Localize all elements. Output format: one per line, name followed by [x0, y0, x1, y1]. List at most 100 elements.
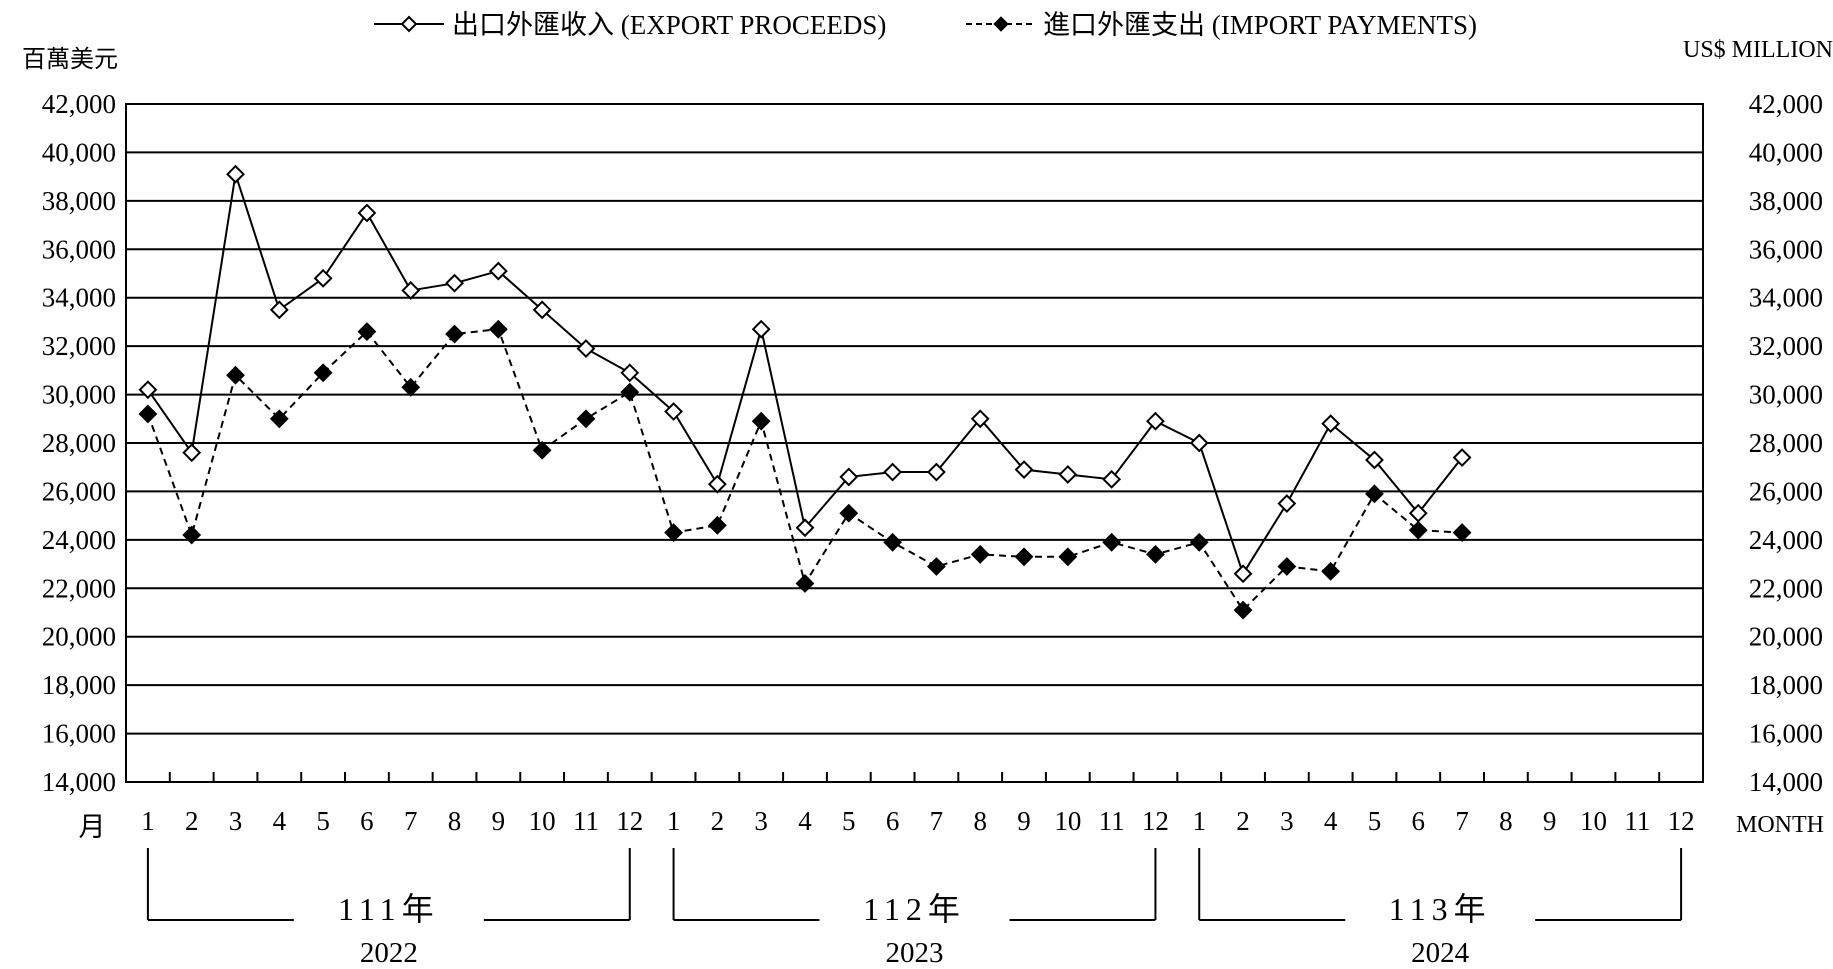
x-tick-label: 1 [1192, 806, 1206, 836]
legend-filled-diamond-icon [993, 16, 1009, 32]
year-label-ad: 2022 [360, 937, 418, 969]
legend-open-diamond-icon [400, 15, 418, 33]
import-point [707, 515, 727, 535]
y-tick-label-left: 32,000 [42, 331, 116, 361]
y-tick-label-right: 36,000 [1749, 234, 1823, 264]
year-label-roc: 113年 [1389, 891, 1492, 927]
x-tick-label: 3 [754, 806, 768, 836]
x-tick-label: 7 [404, 806, 418, 836]
x-tick-label: 11 [1099, 806, 1125, 836]
import-point [182, 525, 202, 545]
y-tick-label-right: 24,000 [1749, 525, 1823, 555]
x-tick-label: 2 [185, 806, 199, 836]
import-point [926, 557, 946, 576]
export-point [1102, 469, 1122, 489]
legend: 出口外匯收入 (EXPORT PROCEEDS) 進口外匯支出 (IMPORT … [374, 10, 1477, 40]
x-tick-label: 9 [1543, 806, 1557, 836]
export-line [147, 173, 1463, 577]
y-tick-label-left: 16,000 [42, 719, 116, 749]
y-tick-label-left: 40,000 [42, 137, 116, 167]
import-point [1146, 544, 1165, 564]
import-line [146, 328, 1463, 612]
x-tick-label: 9 [492, 806, 506, 836]
import-point [1365, 484, 1384, 504]
import-point [751, 411, 771, 431]
x-tick-label: 4 [273, 806, 287, 836]
x-tick-label: 10 [1054, 806, 1081, 836]
y-unit-right: US$ MILLION [1683, 37, 1833, 63]
import-point [620, 382, 640, 402]
legend-item-export: 出口外匯收入 (EXPORT PROCEEDS) [374, 10, 886, 40]
import-point [839, 503, 859, 523]
export-point [926, 462, 946, 482]
y-axis-right: 14,000 16,000 18,000 20,000 22,000 24,000 26,0… [1749, 89, 1823, 797]
x-tick-label: 12 [1668, 806, 1695, 836]
export-point [970, 409, 990, 429]
export-point [1189, 433, 1209, 453]
import-point [795, 574, 815, 593]
x-tick-label: 1 [667, 806, 681, 836]
x-tick-label: 7 [1455, 806, 1469, 836]
export-point [1058, 465, 1078, 484]
export-point [445, 273, 464, 293]
x-axis: 1 2 3 4 5 6 7 8 9 10 11 12 1 2 3 4 5 6 7 8 9 10 11 12 1 2 3 4 5 6 7 8 9 1… [141, 772, 1695, 836]
import-point [532, 440, 552, 460]
x-unit-left: 月 [79, 812, 106, 842]
export-point [532, 300, 552, 320]
export-point [1233, 564, 1253, 584]
y-tick-label-right: 40,000 [1749, 137, 1823, 167]
import-point [970, 544, 990, 564]
export-point [883, 462, 903, 482]
year-label-ad: 2024 [1411, 937, 1470, 969]
y-tick-label-right: 42,000 [1749, 89, 1823, 119]
legend-item-import: 進口外匯支出 (IMPORT PAYMENTS) [966, 10, 1477, 40]
x-tick-label: 3 [229, 806, 243, 836]
import-point [1408, 520, 1428, 540]
x-tick-label: 4 [798, 806, 812, 836]
export-point [1452, 448, 1472, 467]
x-tick-label: 12 [616, 806, 643, 836]
legend-label-import: 進口外匯支出 (IMPORT PAYMENTS) [1043, 10, 1477, 40]
export-point [664, 402, 683, 421]
y-tick-label-left: 38,000 [42, 186, 116, 216]
y-tick-label-right: 28,000 [1749, 428, 1823, 458]
import-point [1189, 532, 1209, 552]
y-tick-label-left: 18,000 [42, 670, 116, 700]
import-point [664, 523, 683, 543]
x-tick-label: 8 [1499, 806, 1513, 836]
x-tick-label: 8 [448, 806, 462, 836]
x-tick-label: 11 [573, 806, 599, 836]
year-label-roc: 111年 [338, 891, 440, 927]
export-point [357, 203, 377, 223]
import-point [1321, 561, 1341, 581]
y-tick-label-left: 42,000 [42, 89, 116, 119]
y-tick-label-left: 26,000 [42, 476, 116, 506]
y-tick-label-right: 30,000 [1749, 380, 1823, 410]
export-point [182, 443, 202, 463]
y-tick-label-right: 16,000 [1749, 719, 1823, 749]
x-tick-label: 2 [711, 806, 725, 836]
y-tick-label-left: 30,000 [42, 380, 116, 410]
export-point [488, 261, 508, 281]
import-point [1058, 547, 1078, 567]
import-point [445, 324, 464, 344]
x-tick-label: 9 [1017, 806, 1031, 836]
export-point [751, 319, 771, 339]
export-point [1014, 460, 1034, 480]
import-point [576, 409, 596, 429]
x-tick-label: 3 [1280, 806, 1294, 836]
x-tick-label: 7 [930, 806, 944, 836]
year-groups: 111年 2022 112年 2023 113年 2024 [146, 848, 1683, 969]
series-export [138, 164, 1472, 584]
y-tick-label-left: 36,000 [42, 234, 116, 264]
export-point [795, 518, 815, 538]
export-point [707, 474, 727, 494]
y-tick-label-right: 34,000 [1749, 283, 1823, 313]
x-tick-label: 4 [1324, 806, 1338, 836]
x-tick-label: 5 [842, 806, 856, 836]
x-tick-label: 8 [973, 806, 987, 836]
import-point [883, 532, 903, 552]
series-import [138, 319, 1472, 620]
export-point [576, 339, 596, 358]
export-point [1321, 414, 1341, 434]
